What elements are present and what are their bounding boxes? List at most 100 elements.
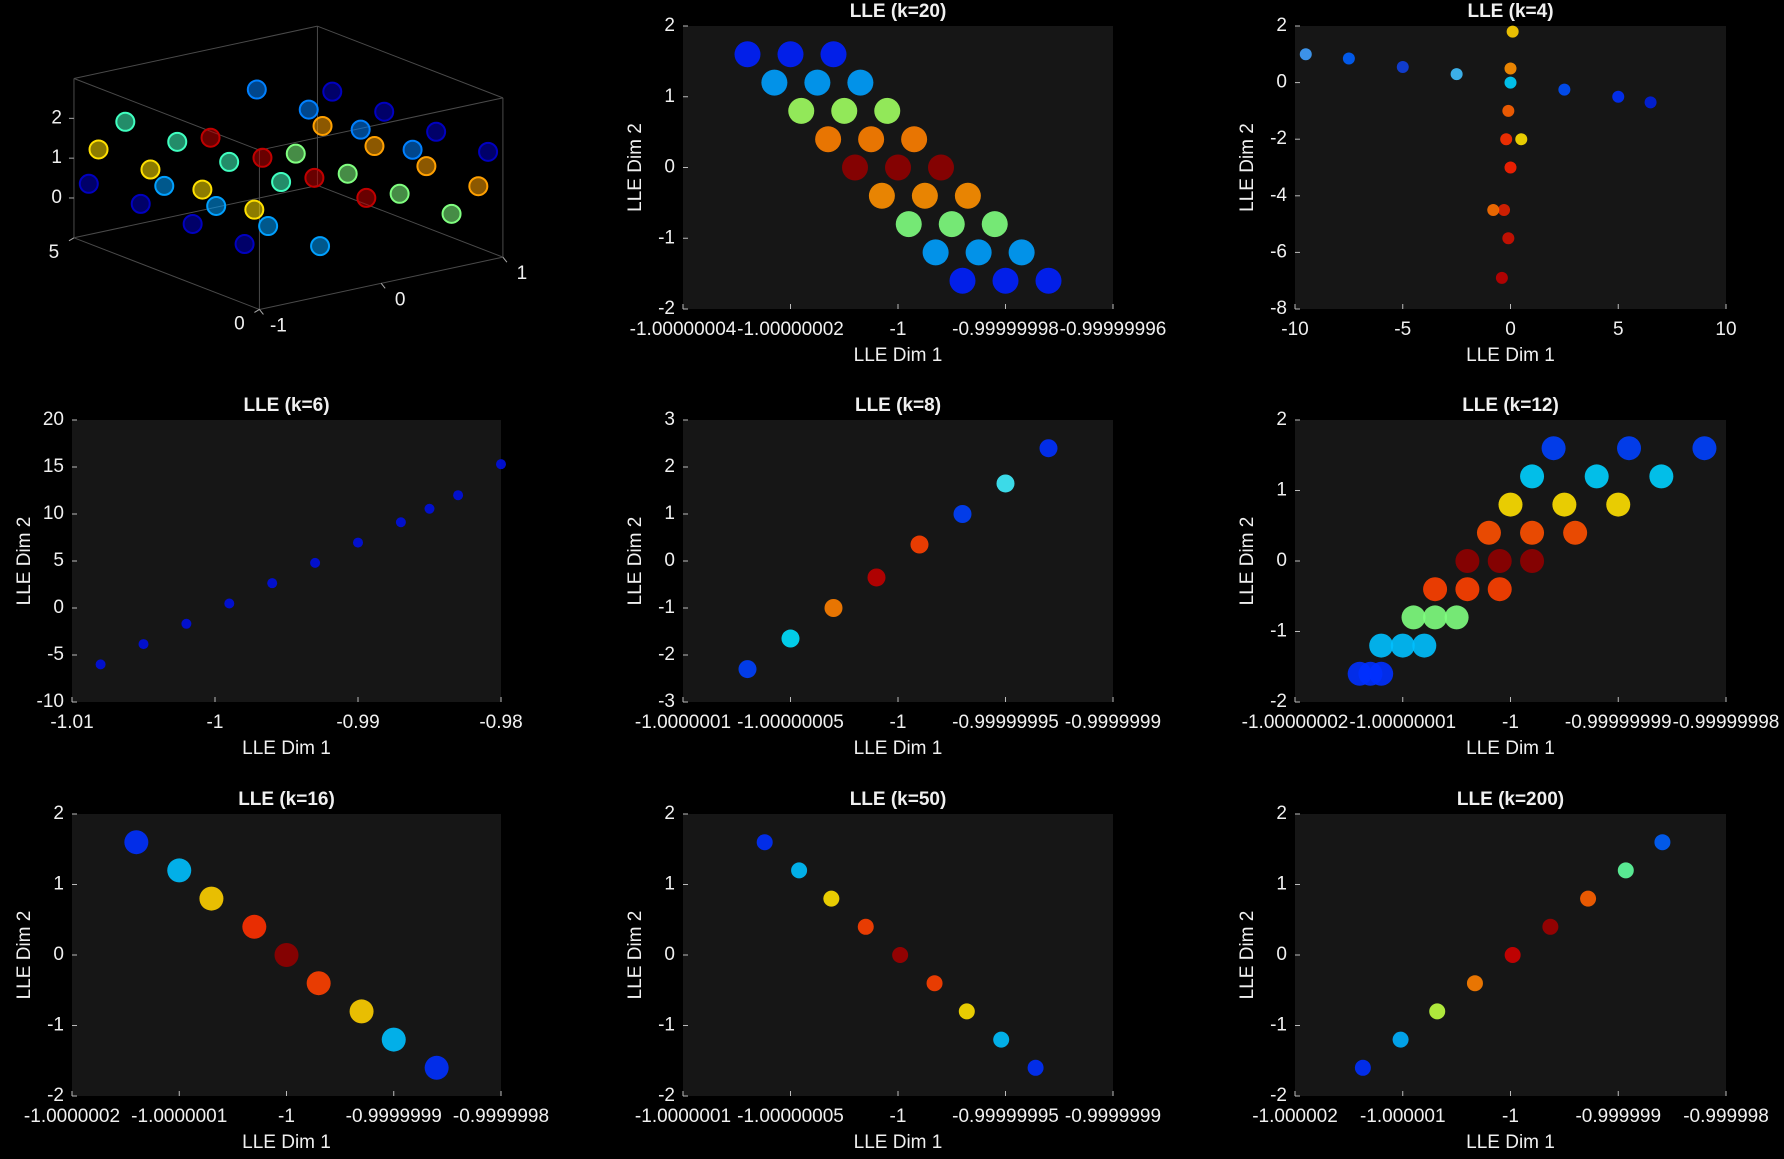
y-tick-label: 2 xyxy=(664,803,675,824)
y-tick-label: 0 xyxy=(53,944,64,965)
point xyxy=(958,1003,975,1020)
axis-box-edge xyxy=(73,78,260,151)
x-axis-label: LLE Dim 1 xyxy=(854,345,943,366)
point xyxy=(1299,48,1312,61)
point xyxy=(791,862,808,879)
y-tick xyxy=(254,309,260,313)
y-tick-label: -1 xyxy=(1270,1015,1287,1036)
y-tick-label: -2 xyxy=(1270,691,1287,712)
point xyxy=(901,126,928,153)
point xyxy=(1520,520,1545,545)
point xyxy=(95,659,106,670)
point xyxy=(206,195,227,216)
point xyxy=(1455,577,1480,602)
point xyxy=(1476,520,1501,545)
plot-area xyxy=(72,420,501,702)
axis-box-edge xyxy=(317,184,504,258)
point xyxy=(1423,577,1448,602)
point xyxy=(1504,161,1517,174)
point xyxy=(1552,492,1577,517)
y-tick-label: -2 xyxy=(1270,128,1287,149)
x-tick-label: -1.01 xyxy=(50,712,93,733)
point xyxy=(1369,661,1394,686)
point xyxy=(219,151,240,172)
x-tick-label: -1.00000002 xyxy=(1242,712,1349,733)
x-tick xyxy=(502,256,508,263)
x-tick xyxy=(259,309,264,315)
point xyxy=(1450,68,1463,81)
point xyxy=(267,578,278,589)
point xyxy=(1412,633,1437,658)
point xyxy=(310,557,321,568)
x-tick-label: 10 xyxy=(1715,319,1736,340)
point xyxy=(192,179,213,200)
point xyxy=(200,127,221,148)
point xyxy=(244,199,265,220)
x-axis-label: LLE Dim 1 xyxy=(1466,738,1555,759)
point xyxy=(777,41,804,68)
point xyxy=(353,537,363,548)
point xyxy=(874,97,901,124)
y-tick-label: 1 xyxy=(664,503,675,524)
x-tick-label: -1.000002 xyxy=(1252,1106,1338,1127)
x-tick-label: -1.0000002 xyxy=(24,1106,120,1127)
y-axis-label: LLE Dim 2 xyxy=(14,517,35,606)
point xyxy=(242,914,267,939)
x-tick-label: -0.99999996 xyxy=(1060,319,1167,340)
y-axis-label: LLE Dim 2 xyxy=(1237,911,1258,1000)
point xyxy=(1606,492,1631,517)
point xyxy=(224,598,235,609)
point xyxy=(1466,975,1483,992)
point xyxy=(954,182,981,209)
point xyxy=(271,172,292,193)
y-tick-label: 3 xyxy=(664,409,675,430)
point xyxy=(993,1031,1010,1048)
point xyxy=(115,111,136,132)
point xyxy=(1498,203,1511,216)
point xyxy=(304,167,325,188)
x-tick-label: -10 xyxy=(1281,319,1308,340)
x-tick xyxy=(380,282,386,289)
point xyxy=(1423,605,1448,630)
y-tick-label: 1 xyxy=(1276,480,1287,501)
point xyxy=(867,568,886,587)
x-tick-label: -0.99999998 xyxy=(952,319,1059,340)
plot-area xyxy=(683,420,1113,702)
point xyxy=(140,159,161,180)
point xyxy=(426,121,447,142)
y-tick-label: -1 xyxy=(1270,621,1287,642)
y-tick-label: 0 xyxy=(234,313,245,334)
axis-box-edge xyxy=(73,184,318,239)
point xyxy=(1487,549,1512,573)
chart-title: LLE (k=12) xyxy=(1462,395,1559,416)
point xyxy=(1520,549,1545,573)
chart-title: LLE (k=8) xyxy=(855,395,941,416)
point xyxy=(892,947,909,963)
point xyxy=(1027,1059,1044,1076)
x-tick-label: -1 xyxy=(207,712,224,733)
point xyxy=(895,211,922,238)
point xyxy=(1563,520,1588,545)
point xyxy=(926,975,943,992)
point xyxy=(389,183,410,204)
point xyxy=(424,1055,449,1080)
y-tick-label: 1 xyxy=(664,86,675,107)
point xyxy=(996,474,1015,493)
point xyxy=(337,163,358,184)
point xyxy=(1617,436,1642,461)
point xyxy=(1500,133,1513,146)
point xyxy=(1396,61,1409,74)
point xyxy=(965,239,992,266)
y-tick-label: 2 xyxy=(1276,15,1287,36)
point xyxy=(130,193,151,214)
y-tick-label: 0 xyxy=(1276,550,1287,571)
point xyxy=(868,182,895,209)
y-tick-label: 0 xyxy=(1276,72,1287,93)
point xyxy=(928,154,954,181)
x-tick-label: -1 xyxy=(1502,712,1519,733)
point xyxy=(910,535,929,554)
point xyxy=(416,156,437,177)
point xyxy=(1502,104,1515,117)
x-axis-label: LLE Dim 1 xyxy=(1466,1132,1555,1153)
